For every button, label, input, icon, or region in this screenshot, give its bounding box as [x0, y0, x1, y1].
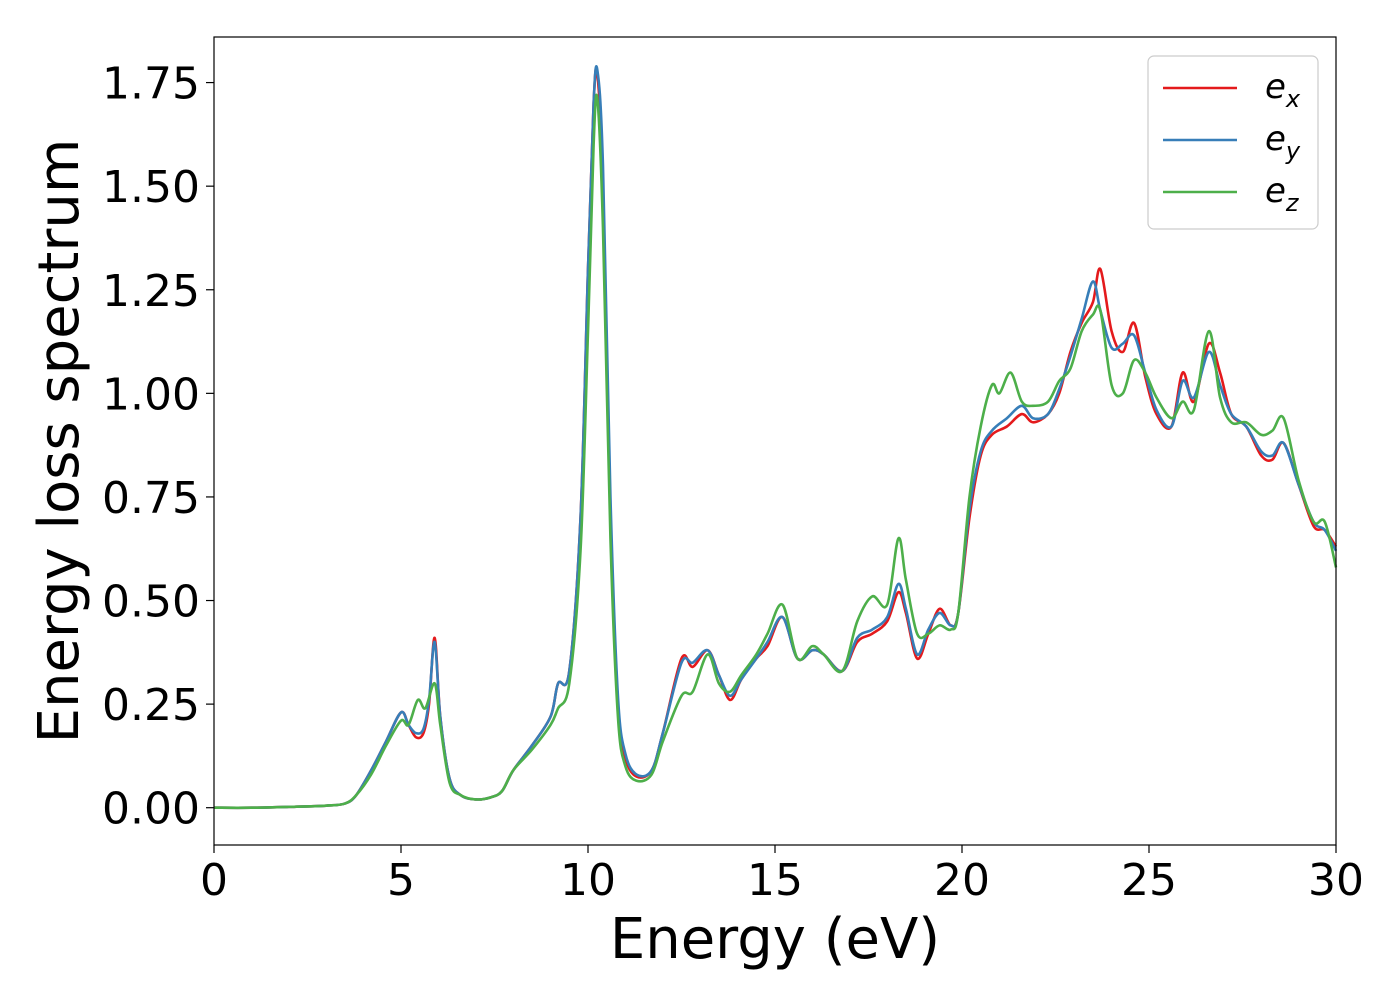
- x-tick-label: 10: [560, 855, 616, 906]
- y-tick-label: 0.00: [102, 784, 200, 835]
- y-tick-label: 1.50: [102, 162, 200, 213]
- x-tick-label: 15: [747, 855, 803, 906]
- x-axis-label: Energy (eV): [610, 907, 940, 972]
- series-line-z: [213, 93, 1338, 810]
- legend-box: [1147, 55, 1319, 230]
- x-tick-label: 5: [387, 855, 415, 906]
- y-tick-label: 0.50: [102, 577, 200, 628]
- y-tick-label: 0.25: [102, 680, 200, 731]
- series-line-y: [213, 64, 1338, 810]
- y-tick-label: 1.00: [102, 369, 200, 420]
- y-tick-label: 1.25: [102, 266, 200, 317]
- x-tick-label: 30: [1308, 855, 1364, 906]
- y-tick-label: 0.75: [102, 473, 200, 524]
- y-axis-ticks: 0.00 0.25 0.50 0.75 1.00 1.25 1.50 1.75: [102, 59, 214, 835]
- series-layer: [213, 64, 1338, 810]
- x-axis-ticks: 0 5 10 15 20 25 30: [200, 845, 1364, 906]
- y-axis-label: Energy loss spectrum: [27, 139, 92, 744]
- y-tick-label: 1.75: [102, 59, 200, 110]
- x-tick-label: 20: [934, 855, 990, 906]
- x-tick-label: 0: [200, 855, 228, 906]
- x-tick-label: 25: [1121, 855, 1177, 906]
